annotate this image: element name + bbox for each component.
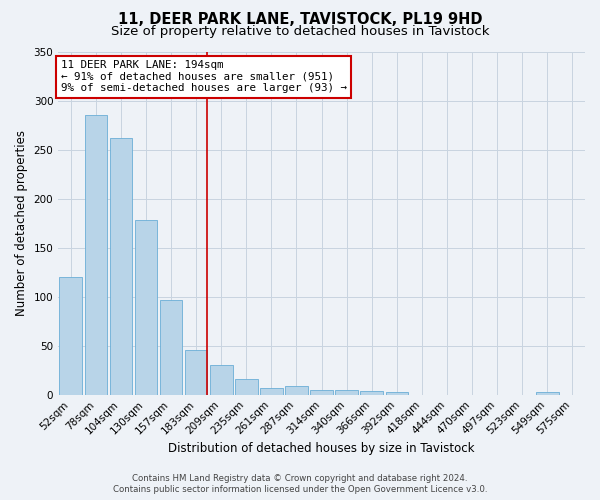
Bar — [59, 277, 82, 394]
Bar — [185, 350, 208, 395]
Bar — [134, 220, 157, 394]
Bar — [361, 391, 383, 394]
Bar — [310, 390, 333, 394]
Bar — [210, 366, 233, 394]
Y-axis label: Number of detached properties: Number of detached properties — [15, 130, 28, 316]
Bar — [235, 379, 257, 394]
Text: Contains HM Land Registry data © Crown copyright and database right 2024.
Contai: Contains HM Land Registry data © Crown c… — [113, 474, 487, 494]
X-axis label: Distribution of detached houses by size in Tavistock: Distribution of detached houses by size … — [169, 442, 475, 455]
Text: 11, DEER PARK LANE, TAVISTOCK, PL19 9HD: 11, DEER PARK LANE, TAVISTOCK, PL19 9HD — [118, 12, 482, 28]
Text: 11 DEER PARK LANE: 194sqm
← 91% of detached houses are smaller (951)
9% of semi-: 11 DEER PARK LANE: 194sqm ← 91% of detac… — [61, 60, 347, 94]
Bar — [536, 392, 559, 394]
Bar — [110, 138, 132, 394]
Bar — [85, 115, 107, 394]
Bar — [260, 388, 283, 394]
Text: Size of property relative to detached houses in Tavistock: Size of property relative to detached ho… — [111, 25, 489, 38]
Bar — [285, 386, 308, 394]
Bar — [160, 300, 182, 394]
Bar — [386, 392, 408, 394]
Bar — [335, 390, 358, 394]
